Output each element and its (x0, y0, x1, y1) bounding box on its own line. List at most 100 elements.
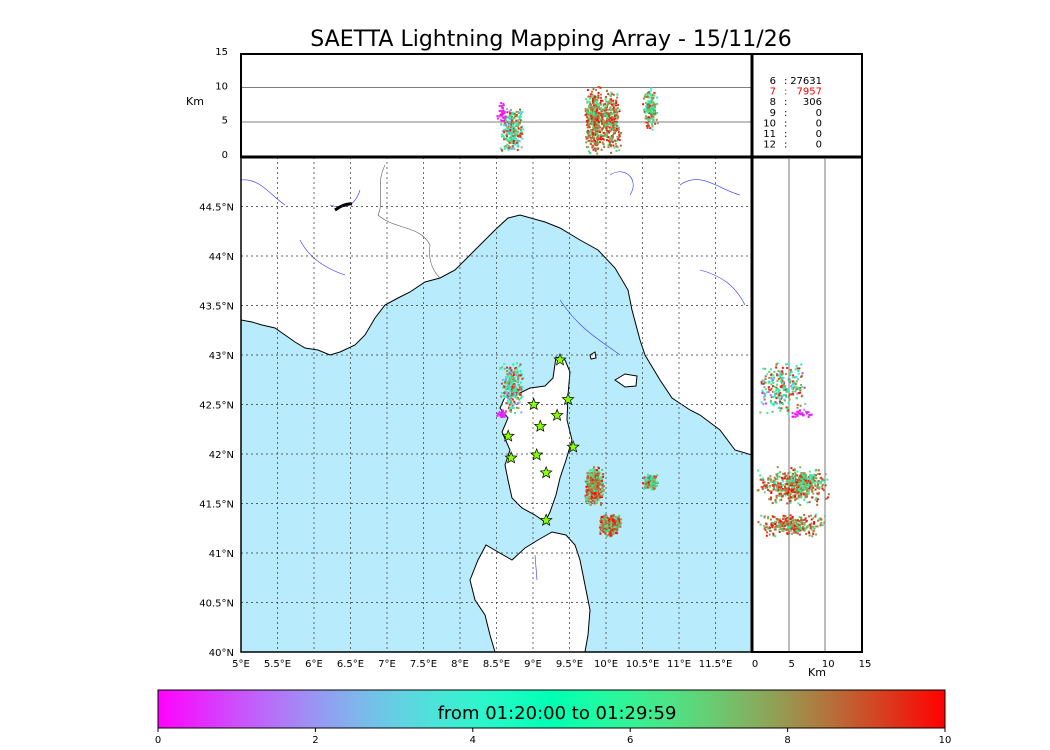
lightning-source (656, 102, 659, 105)
lightning-source (788, 477, 791, 480)
lightning-source (808, 515, 811, 518)
lightning-source (798, 480, 801, 483)
lightning-source (812, 486, 815, 489)
lightning-source (598, 141, 601, 144)
lightning-source (774, 523, 777, 526)
lightning-source (784, 519, 787, 522)
lightning-source (645, 476, 648, 479)
lightning-source (592, 473, 595, 476)
lightning-source (601, 473, 604, 476)
legend-separator: : (784, 118, 787, 129)
lightning-source (806, 501, 809, 504)
lightning-source (584, 500, 587, 503)
lightning-source (772, 534, 775, 537)
lightning-source (508, 388, 511, 391)
lat-tick-label: 44.5°N (199, 203, 234, 214)
lightning-source (513, 148, 516, 151)
lightning-source (823, 521, 826, 524)
lightning-source (613, 102, 616, 105)
lightning-source (617, 136, 620, 139)
lightning-source (597, 494, 600, 497)
lightning-source (590, 140, 593, 143)
lightning-source (610, 524, 613, 527)
lightning-source (813, 522, 816, 525)
lightning-source (616, 111, 619, 114)
lightning-source (600, 502, 603, 505)
lightning-source (595, 101, 598, 104)
lightning-source (822, 489, 825, 492)
lightning-source (794, 368, 797, 371)
lightning-source (808, 488, 811, 491)
lightning-source (515, 373, 518, 376)
lightning-source (611, 518, 614, 521)
lightning-source (610, 526, 613, 529)
lightning-source (776, 466, 779, 469)
lightning-source (763, 516, 766, 519)
lightning-source (618, 108, 621, 111)
lightning-source (770, 524, 773, 527)
lightning-source (591, 133, 594, 136)
lightning-source (597, 470, 600, 473)
lightning-source (506, 385, 509, 388)
lightning-source (799, 473, 802, 476)
lightning-source (609, 525, 612, 528)
lightning-source (584, 107, 587, 110)
lightning-source (780, 372, 783, 375)
lightning-source (606, 116, 609, 119)
lightning-source (600, 99, 603, 102)
lightning-source (607, 93, 610, 96)
station-star-icon (533, 419, 547, 432)
lightning-source (506, 127, 509, 130)
lightning-source (595, 113, 598, 116)
lightning-source (762, 367, 765, 370)
sardinia-coast (469, 531, 591, 652)
lightning-source (591, 482, 594, 485)
lightning-source (795, 490, 798, 493)
lightning-source (596, 152, 599, 155)
lightning-source (778, 375, 781, 378)
lightning-source (777, 485, 780, 488)
lightning-source (594, 488, 597, 491)
lightning-source (809, 527, 812, 530)
lightning-source (650, 111, 653, 114)
lightning-source (814, 480, 817, 483)
lightning-source (504, 378, 507, 381)
lightning-source (804, 475, 807, 478)
lightning-source (786, 366, 789, 369)
lightning-source (810, 478, 813, 481)
lightning-source (604, 98, 607, 101)
lightning-source (605, 108, 608, 111)
lightning-source (586, 493, 589, 496)
lightning-source (501, 112, 504, 115)
lightning-source (782, 385, 785, 388)
lightning-source (761, 379, 764, 382)
lightning-source (797, 523, 800, 526)
lightning-source (595, 120, 598, 123)
lightning-source (775, 494, 778, 497)
lightning-source (510, 378, 513, 381)
lightning-source (788, 380, 791, 383)
lightning-source (790, 467, 793, 470)
lightning-source (604, 527, 607, 530)
lightning-source (772, 521, 775, 524)
lightning-source (645, 105, 648, 108)
lat-tick-label: 44°N (209, 252, 234, 263)
lightning-source (789, 373, 792, 376)
lightning-source (595, 95, 598, 98)
lightning-source (793, 524, 796, 527)
lightning-source (796, 491, 799, 494)
lightning-source (796, 392, 799, 395)
lightning-source (612, 120, 615, 123)
lightning-source (501, 378, 504, 381)
lightning-source (787, 484, 790, 487)
lightning-source (505, 129, 508, 132)
lightning-source (610, 137, 613, 140)
lightning-source (511, 139, 514, 142)
lightning-source (798, 483, 801, 486)
lightning-source (812, 473, 815, 476)
lightning-source (789, 529, 792, 532)
lightning-source (609, 111, 612, 114)
lightning-source (792, 482, 795, 485)
lightning-source (791, 482, 794, 485)
lightning-source (799, 413, 802, 416)
